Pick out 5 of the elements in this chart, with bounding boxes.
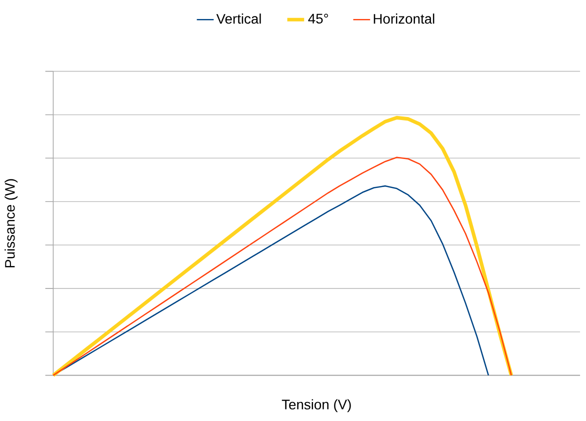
x-axis-title: Tension (V)	[282, 399, 351, 412]
legend-label: 45°	[308, 14, 328, 24]
y-axis-title: Puissance (W)	[4, 179, 18, 268]
legend-label: Horizontal	[374, 14, 434, 24]
legend-label: Vertical	[216, 14, 261, 24]
